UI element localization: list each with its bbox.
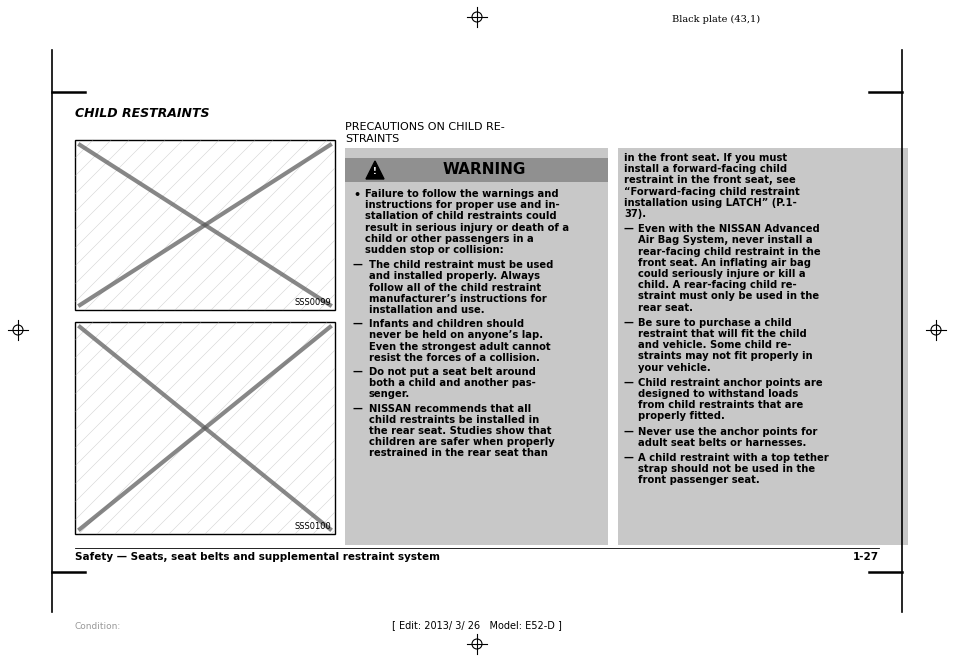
Text: Infants and children should: Infants and children should (369, 319, 523, 329)
Text: rear-facing child restraint in the: rear-facing child restraint in the (638, 247, 820, 256)
Bar (75, 322, 335, 534)
Text: children are safer when properly: children are safer when properly (369, 437, 554, 447)
Text: Condition:: Condition: (75, 622, 121, 631)
Text: manufacturer’s instructions for: manufacturer’s instructions for (369, 293, 546, 304)
Text: Black plate (43,1): Black plate (43,1) (671, 15, 760, 24)
Text: and vehicle. Some child re-: and vehicle. Some child re- (638, 340, 791, 350)
Text: 1-27: 1-27 (852, 552, 878, 562)
Text: restrained in the rear seat than: restrained in the rear seat than (369, 448, 547, 458)
Text: in the front seat. If you must: in the front seat. If you must (623, 153, 786, 163)
Text: properly fitted.: properly fitted. (638, 411, 724, 422)
Text: and installed properly. Always: and installed properly. Always (369, 272, 539, 282)
Text: front seat. An inflating air bag: front seat. An inflating air bag (638, 258, 810, 268)
Text: senger.: senger. (369, 389, 410, 399)
Text: installation and use.: installation and use. (369, 305, 484, 315)
Text: Even the strongest adult cannot: Even the strongest adult cannot (369, 342, 550, 352)
Text: NISSAN recommends that all: NISSAN recommends that all (369, 404, 531, 414)
Text: Child restraint anchor points are: Child restraint anchor points are (638, 378, 821, 388)
Text: straints may not fit properly in: straints may not fit properly in (638, 352, 812, 362)
Text: strap should not be used in the: strap should not be used in the (638, 464, 814, 474)
Text: straint must only be used in the: straint must only be used in the (638, 292, 819, 301)
Text: instructions for proper use and in-: instructions for proper use and in- (365, 200, 559, 210)
Text: designed to withstand loads: designed to withstand loads (638, 389, 798, 399)
Text: —: — (353, 260, 362, 270)
Text: child or other passengers in a: child or other passengers in a (365, 234, 533, 244)
Text: Be sure to purchase a child: Be sure to purchase a child (638, 318, 791, 328)
Text: The child restraint must be used: The child restraint must be used (369, 260, 553, 270)
Text: —: — (623, 453, 633, 463)
Text: !: ! (373, 167, 376, 176)
Text: •: • (353, 190, 359, 200)
Text: Never use the anchor points for: Never use the anchor points for (638, 426, 817, 437)
Text: child. A rear-facing child re-: child. A rear-facing child re- (638, 280, 796, 290)
Text: from child restraints that are: from child restraints that are (638, 400, 802, 410)
Text: sudden stop or collision:: sudden stop or collision: (365, 245, 503, 255)
Text: —: — (623, 224, 633, 234)
Text: —: — (353, 404, 362, 414)
Text: SSS0100: SSS0100 (294, 522, 331, 531)
Text: CHILD RESTRAINTS: CHILD RESTRAINTS (75, 107, 210, 120)
Text: front passenger seat.: front passenger seat. (638, 475, 759, 485)
Text: —: — (623, 378, 633, 388)
Text: resist the forces of a collision.: resist the forces of a collision. (369, 353, 539, 363)
Bar (618, 148, 907, 545)
Text: restraint that will fit the child: restraint that will fit the child (638, 329, 806, 339)
Text: your vehicle.: your vehicle. (638, 363, 710, 373)
Text: follow all of the child restraint: follow all of the child restraint (369, 283, 540, 293)
Text: SSS0099: SSS0099 (294, 298, 331, 307)
Text: install a forward-facing child: install a forward-facing child (623, 164, 786, 175)
Text: both a child and another pas-: both a child and another pas- (369, 378, 536, 388)
Text: —: — (623, 318, 633, 328)
Text: PRECAUTIONS ON CHILD RE-: PRECAUTIONS ON CHILD RE- (345, 122, 504, 132)
Text: restraint in the front seat, see: restraint in the front seat, see (623, 175, 795, 185)
Text: STRAINTS: STRAINTS (345, 134, 399, 144)
Text: adult seat belts or harnesses.: adult seat belts or harnesses. (638, 438, 805, 447)
Text: rear seat.: rear seat. (638, 303, 692, 313)
Text: installation using LATCH” (P.1-: installation using LATCH” (P.1- (623, 198, 796, 208)
Text: the rear seat. Studies show that: the rear seat. Studies show that (369, 426, 551, 436)
Text: [ Edit: 2013/ 3/ 26   Model: E52-D ]: [ Edit: 2013/ 3/ 26 Model: E52-D ] (392, 620, 561, 630)
Text: could seriously injure or kill a: could seriously injure or kill a (638, 269, 804, 279)
Polygon shape (366, 161, 384, 179)
Text: —: — (623, 426, 633, 437)
Text: Do not put a seat belt around: Do not put a seat belt around (369, 367, 536, 377)
Text: never be held on anyone’s lap.: never be held on anyone’s lap. (369, 330, 542, 340)
Text: result in serious injury or death of a: result in serious injury or death of a (365, 223, 569, 233)
Bar (75, 140, 335, 310)
Bar (345, 158, 607, 182)
Text: Even with the NISSAN Advanced: Even with the NISSAN Advanced (638, 224, 819, 234)
Text: A child restraint with a top tether: A child restraint with a top tether (638, 453, 828, 463)
Text: WARNING: WARNING (442, 163, 526, 178)
Text: stallation of child restraints could: stallation of child restraints could (365, 212, 556, 221)
Text: 37).: 37). (623, 209, 645, 219)
Text: “Forward-facing child restraint: “Forward-facing child restraint (623, 186, 799, 196)
Text: Safety — Seats, seat belts and supplemental restraint system: Safety — Seats, seat belts and supplemen… (75, 552, 439, 562)
Text: —: — (353, 319, 362, 329)
Bar (345, 148, 607, 545)
Text: —: — (353, 367, 362, 377)
Text: Failure to follow the warnings and: Failure to follow the warnings and (365, 189, 558, 199)
Text: child restraints be installed in: child restraints be installed in (369, 415, 538, 425)
Text: Air Bag System, never install a: Air Bag System, never install a (638, 235, 812, 245)
